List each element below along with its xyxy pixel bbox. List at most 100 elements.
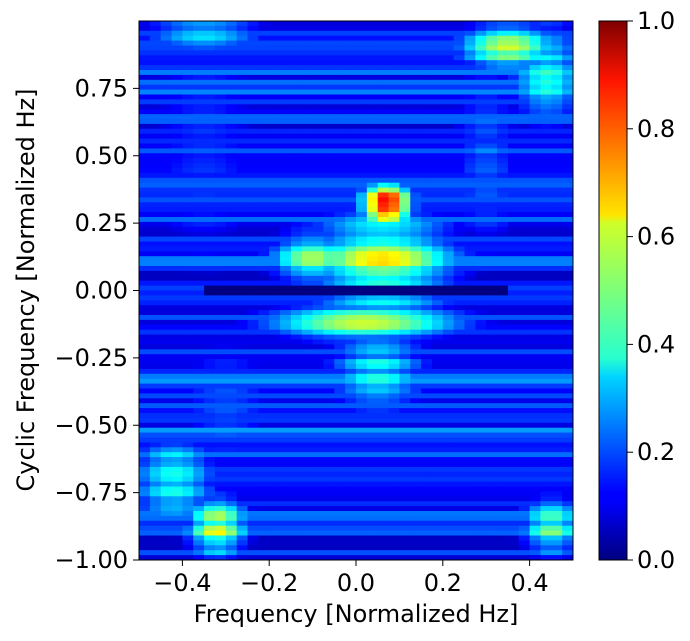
heatmap-cell (442, 368, 455, 375)
heatmap-cell (529, 65, 542, 71)
heatmap-cell (356, 491, 368, 497)
heatmap-cell (356, 221, 368, 228)
heatmap-cell (453, 236, 466, 243)
heatmap-cell (269, 486, 281, 492)
heatmap-cell (149, 128, 162, 135)
heatmap-cell (171, 182, 183, 189)
heatmap-cell (442, 256, 455, 262)
y-tick-label: 0.50 (75, 142, 128, 170)
heatmap-cell (193, 217, 205, 223)
heatmap-cell (280, 315, 292, 321)
heatmap-cell (225, 300, 238, 306)
heatmap-cell (247, 94, 259, 100)
heatmap-cell (356, 148, 368, 154)
heatmap-cell (247, 270, 259, 277)
heatmap-cell (410, 295, 422, 301)
heatmap-cell (290, 427, 303, 434)
heatmap-cell (497, 378, 509, 385)
heatmap-cell (323, 285, 335, 292)
heatmap-cell (204, 540, 216, 546)
heatmap-cell (171, 128, 183, 135)
heatmap-cell (410, 393, 422, 399)
heatmap-cell (149, 192, 162, 198)
heatmap-cell (312, 315, 325, 321)
heatmap-cell (410, 491, 422, 497)
heatmap-cell (442, 476, 455, 483)
heatmap-cell (323, 25, 335, 32)
heatmap-cell (269, 540, 281, 546)
heatmap-cell (290, 339, 303, 345)
heatmap-cell (453, 324, 466, 331)
heatmap-cell (399, 383, 411, 390)
heatmap-cell (475, 182, 487, 189)
heatmap-cell (204, 295, 216, 301)
heatmap-cell (334, 432, 346, 439)
heatmap-cell (399, 168, 411, 174)
heatmap-cell (486, 545, 498, 551)
heatmap-cell (323, 501, 335, 507)
heatmap-cell (453, 334, 466, 341)
heatmap-cell (529, 123, 542, 130)
heatmap-cell (388, 280, 400, 287)
heatmap-cell (236, 315, 249, 321)
heatmap-cell (139, 319, 151, 326)
heatmap-cell (258, 442, 270, 448)
heatmap-cell (139, 398, 151, 404)
heatmap-cell (442, 84, 455, 91)
heatmap-cell (464, 177, 476, 184)
heatmap-cell (410, 506, 422, 512)
heatmap-cell (149, 50, 162, 56)
heatmap-cell (139, 128, 151, 135)
heatmap-cell (551, 324, 563, 331)
heatmap-cell (236, 555, 249, 560)
heatmap-cell (562, 212, 573, 218)
heatmap-cell (377, 187, 390, 194)
heatmap-cell (431, 50, 444, 56)
heatmap-cell (431, 261, 444, 267)
heatmap-cell (518, 398, 531, 404)
heatmap-cell (139, 79, 151, 86)
heatmap-cell (377, 310, 390, 316)
heatmap-cell (258, 413, 270, 419)
heatmap-cell (453, 172, 466, 179)
heatmap-cell (431, 109, 444, 115)
heatmap-cell (258, 535, 270, 541)
heatmap-cell (410, 256, 422, 262)
heatmap-cell (334, 329, 346, 336)
heatmap-cell (399, 197, 411, 203)
colorbar-tick-label: 0.6 (637, 223, 675, 251)
heatmap-cell (497, 251, 509, 257)
heatmap-cell (486, 334, 498, 341)
heatmap-cell (280, 182, 292, 189)
heatmap-cell (410, 202, 422, 208)
heatmap-cell (497, 275, 509, 282)
heatmap-cell (551, 246, 563, 252)
heatmap-cell (225, 486, 238, 492)
heatmap-cell (312, 163, 325, 169)
heatmap-cell (356, 270, 368, 277)
heatmap-cell (431, 344, 444, 350)
heatmap-cell (366, 364, 379, 370)
heatmap-cell (518, 422, 531, 429)
heatmap-cell (507, 231, 520, 238)
heatmap-cell (562, 148, 573, 154)
heatmap-cell (247, 197, 259, 203)
heatmap-cell (214, 50, 227, 56)
heatmap-cells (139, 21, 573, 560)
heatmap-cell (193, 280, 205, 287)
heatmap-cell (139, 65, 151, 71)
heatmap-cell (453, 246, 466, 252)
heatmap-cell (247, 305, 259, 311)
heatmap-cell (301, 550, 314, 556)
heatmap-cell (345, 413, 357, 419)
heatmap-cell (453, 202, 466, 208)
heatmap-cell (366, 177, 379, 184)
heatmap-cell (540, 163, 552, 169)
heatmap-cell (529, 70, 542, 76)
heatmap-cell (193, 261, 205, 267)
heatmap-cell (431, 432, 444, 439)
heatmap-cell (247, 324, 259, 331)
heatmap-cell (388, 511, 400, 517)
heatmap-cell (486, 89, 498, 96)
heatmap-cell (366, 476, 379, 483)
